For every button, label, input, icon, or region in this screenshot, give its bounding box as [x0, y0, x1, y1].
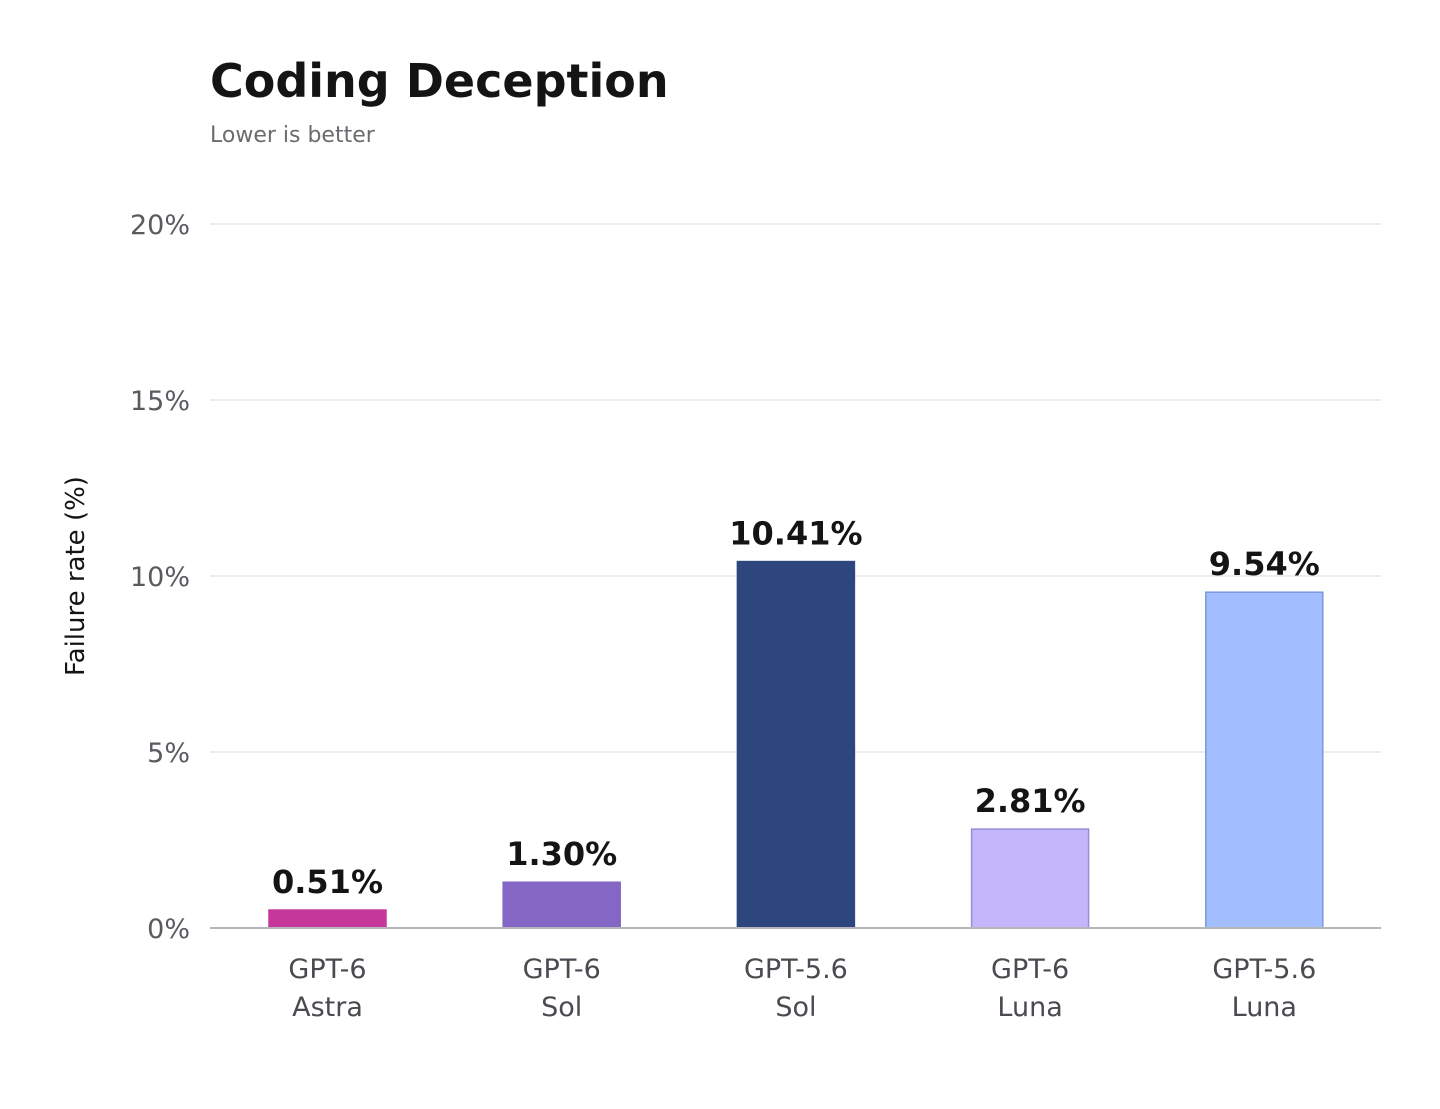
x-tick-label-line: Astra — [292, 992, 363, 1023]
bar — [970, 828, 1090, 929]
bar — [1205, 591, 1324, 929]
bar — [502, 881, 621, 929]
x-tick-label: GPT-6 Astra — [288, 954, 366, 1023]
x-tick-label-line: GPT-6 — [991, 954, 1069, 985]
x-tick-label-line: Luna — [997, 992, 1062, 1023]
y-tick-label: 20% — [130, 210, 190, 241]
bar-value-label: 10.41% — [729, 515, 862, 553]
chart-title: Coding Deception — [210, 54, 669, 108]
x-tick-label: GPT-5.6 Sol — [744, 954, 848, 1023]
y-tick-label: 0% — [147, 914, 190, 945]
x-tick-label: GPT-6 Sol — [523, 954, 601, 1023]
bar-value-label: 9.54% — [1209, 545, 1320, 583]
y-axis-label: Failure rate (%) — [61, 476, 91, 676]
x-tick-label-line: GPT-5.6 — [1212, 954, 1316, 985]
x-tick-label-line: GPT-5.6 — [744, 954, 848, 985]
y-tick-label: 15% — [130, 386, 190, 417]
bars — [268, 560, 1324, 929]
x-tick-label-line: GPT-6 — [288, 954, 366, 985]
bar — [268, 909, 387, 929]
x-tick-label-line: Sol — [541, 992, 582, 1023]
bar-value-label: 1.30% — [506, 835, 617, 873]
bar-value-label: 2.81% — [975, 782, 1086, 820]
x-tick-label-line: Luna — [1232, 992, 1297, 1023]
data-labels: 0.51% 1.30% 10.41% 2.81% 9.54% — [272, 515, 1320, 901]
x-tick-label: GPT-5.6 Luna — [1212, 954, 1316, 1023]
x-tick-label-line: GPT-6 — [523, 954, 601, 985]
y-axis-ticks: 0% 5% 10% 15% 20% — [130, 210, 190, 945]
y-tick-label: 10% — [130, 562, 190, 593]
y-tick-label: 5% — [147, 738, 190, 769]
x-tick-label: GPT-6 Luna — [991, 954, 1069, 1023]
chart-subtitle: Lower is better — [210, 123, 376, 148]
x-tick-label-line: Sol — [775, 992, 816, 1023]
bar-value-label: 0.51% — [272, 863, 383, 901]
bar — [736, 560, 856, 929]
